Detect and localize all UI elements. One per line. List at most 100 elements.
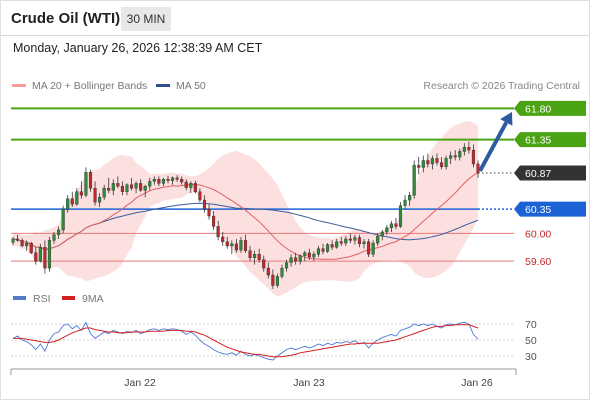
candle — [462, 143, 466, 156]
candle-body — [417, 165, 421, 168]
candle — [316, 245, 321, 258]
candle-body — [262, 259, 266, 269]
rsi-tick-label: 50 — [525, 335, 537, 347]
rsi-tick-label: 30 — [525, 351, 537, 363]
candle — [284, 259, 289, 272]
candle-body — [93, 188, 97, 203]
candle-body — [275, 276, 279, 286]
candle — [198, 188, 202, 203]
candle-body — [184, 181, 188, 188]
candle — [239, 236, 243, 253]
candle-body — [321, 248, 325, 252]
candle-body — [84, 172, 88, 196]
candle — [253, 250, 257, 265]
candle-body — [170, 177, 175, 181]
candle-body — [57, 229, 61, 235]
candle-body — [458, 151, 462, 158]
candle-body — [166, 179, 170, 181]
candle-body — [467, 147, 471, 151]
candle-body — [403, 199, 407, 206]
candle — [189, 181, 193, 194]
legend-rsi-ma-label: 9MA — [82, 293, 104, 305]
candle — [467, 141, 471, 154]
legend-ma50: MA 50 — [156, 80, 206, 92]
candle — [435, 153, 439, 166]
level-label-5: 59.60 — [525, 256, 551, 268]
candle — [93, 181, 97, 206]
candle-body — [398, 205, 403, 227]
candle-body — [239, 240, 243, 251]
candle-body — [139, 183, 143, 191]
candle-body — [129, 184, 134, 189]
candle — [143, 184, 147, 198]
candle-body — [207, 208, 211, 217]
candle — [421, 155, 425, 173]
candle — [120, 181, 124, 196]
candle-body — [125, 184, 129, 192]
candle-body — [88, 172, 93, 189]
candle — [430, 155, 434, 170]
candle — [166, 175, 170, 184]
candle-body — [20, 240, 24, 247]
candle — [321, 243, 325, 255]
candle-body — [444, 158, 448, 167]
research-credit: Research © 2026 Trading Central — [423, 80, 580, 92]
candle — [344, 236, 348, 246]
candle-body — [157, 179, 161, 184]
candle — [98, 193, 102, 208]
candle-body — [102, 188, 106, 198]
candle-body — [412, 165, 416, 196]
candle-body — [15, 238, 20, 241]
legend-ma20-bb: MA 20 + Bollinger Bands — [12, 80, 147, 92]
candle-body — [189, 183, 193, 188]
candle-body — [193, 183, 197, 192]
candle-body — [271, 274, 275, 286]
candle — [266, 262, 270, 279]
candle — [307, 248, 311, 260]
candle — [184, 179, 188, 191]
level-label-0: 61.80 — [525, 103, 551, 115]
candle — [412, 160, 416, 199]
ma20-swatch — [12, 83, 26, 87]
level-tag-0 — [514, 100, 586, 116]
candle-body — [430, 158, 434, 165]
candle-body — [367, 241, 371, 255]
candle-body — [143, 185, 147, 191]
candle-body — [348, 238, 352, 241]
candle — [385, 225, 389, 235]
candle-body — [439, 162, 444, 167]
level-label-1: 61.35 — [525, 135, 551, 147]
candle-body — [335, 241, 339, 248]
candle-body — [180, 179, 184, 183]
candle-body — [476, 163, 480, 174]
candle-body — [298, 255, 302, 262]
legend-rsi-label: RSI — [33, 293, 51, 305]
candle-body — [38, 247, 42, 262]
candle — [148, 177, 152, 191]
candle — [335, 238, 339, 249]
legend-ma20-label: MA 20 + Bollinger Bands — [32, 80, 148, 92]
candle-body — [453, 155, 457, 158]
candle-body — [75, 191, 79, 205]
candle — [312, 251, 316, 262]
candle — [38, 243, 42, 263]
candle-body — [253, 254, 257, 258]
candle-body — [116, 183, 120, 187]
candle-body — [70, 198, 74, 205]
candle-body — [216, 226, 220, 238]
timeframe-button[interactable]: 30 MIN — [121, 7, 171, 31]
candle — [11, 236, 15, 246]
candle — [61, 205, 65, 234]
candle-body — [385, 227, 389, 233]
candle-body — [248, 250, 252, 258]
candle-body — [11, 238, 15, 243]
candle-body — [111, 183, 115, 191]
candle-body — [376, 235, 380, 244]
candle — [202, 195, 207, 213]
candle — [471, 144, 476, 168]
x-tick-label: Jan 22 — [124, 377, 156, 389]
level-label-2: 60.87 — [525, 168, 551, 180]
candle-body — [330, 244, 334, 248]
candle — [52, 232, 56, 244]
